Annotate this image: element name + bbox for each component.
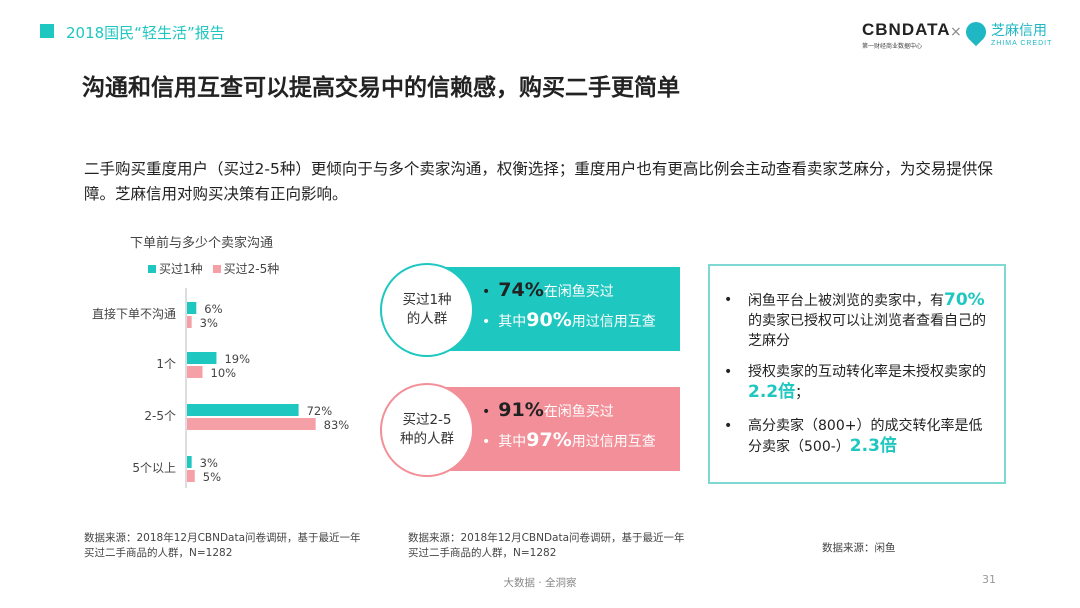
insight-1-text-a: 闲鱼平台上被浏览的卖家中，有 bbox=[748, 293, 944, 309]
chart-legend: 买过1种 买过2-5种 bbox=[148, 260, 279, 277]
card-one-stat-2-text: 用过信用互查 bbox=[571, 314, 656, 330]
insight-2-text-a: 授权卖家的互动转化率是未授权卖家的 bbox=[748, 364, 986, 380]
bar-series-1 bbox=[187, 302, 197, 314]
bar-series-1 bbox=[187, 456, 192, 468]
bar-series-1 bbox=[187, 404, 299, 416]
data-label: 3% bbox=[200, 456, 218, 470]
card-one-stat-1-text: 在闲鱼买过 bbox=[543, 284, 614, 300]
category-label: 2-5个 bbox=[144, 409, 176, 423]
source-note-right: 数据来源：闲鱼 bbox=[822, 542, 896, 554]
insight-box: • 闲鱼平台上被浏览的卖家中，有70%的卖家已授权可以让浏览者查看自己的芝麻分 … bbox=[708, 264, 1006, 484]
legend-label-series-1: 买过1种 bbox=[159, 262, 203, 276]
card-multi-type-buyers: 买过2-5种的人群 • 91% 在闲鱼买过 • 其中 97% 用过信用互查 bbox=[380, 383, 680, 477]
header-accent-square bbox=[40, 24, 54, 38]
source-note-left: 数据来源：2018年12月CBNData问卷调研，基于最近一年买过二手商品的人群… bbox=[84, 532, 361, 559]
card-two-stat-1-text: 在闲鱼买过 bbox=[543, 404, 614, 420]
insight-item-1: • 闲鱼平台上被浏览的卖家中，有70% 的卖家已授权可以让浏览者查看自己的芝麻分 bbox=[724, 290, 994, 351]
bullet-icon: • bbox=[482, 434, 491, 450]
bar-series-1 bbox=[187, 352, 217, 364]
bullet-icon: • bbox=[482, 314, 491, 330]
legend-swatch-series-2 bbox=[212, 264, 221, 273]
card-two-stat-2-prefix: 其中 bbox=[498, 434, 527, 450]
data-label: 83% bbox=[324, 418, 350, 432]
page-number: 31 bbox=[982, 573, 996, 586]
card-one-stat-2-prefix: 其中 bbox=[498, 314, 527, 330]
bar-series-2 bbox=[187, 316, 192, 328]
category-label: 1个 bbox=[156, 357, 176, 371]
insight-1-text-b: 的卖家已授权可以让浏览者查看自己的芝麻分 bbox=[748, 313, 986, 349]
card-one-group-text: 买过1种的人群 bbox=[402, 292, 452, 327]
legend-item-series-1: 买过1种 bbox=[148, 260, 203, 277]
card-two-group-label: 买过2-5种的人群 bbox=[380, 383, 474, 477]
data-label: 3% bbox=[200, 316, 218, 330]
card-one-stat-1: 74% bbox=[498, 279, 544, 301]
report-title: 2018国民“轻生活”报告 bbox=[66, 24, 225, 42]
zhima-logo-subtext: ZHIMA CREDIT bbox=[991, 40, 1053, 47]
category-label: 5个以上 bbox=[132, 461, 176, 475]
legend-swatch-series-1 bbox=[148, 264, 156, 273]
bullet-icon: • bbox=[724, 418, 733, 434]
page-title: 沟通和信用互查可以提高交易中的信赖感，购买二手更简单 bbox=[82, 75, 680, 101]
insight-item-2: • 授权卖家的互动转化率是未授权卖家的 2.2倍； bbox=[724, 362, 994, 403]
insight-1-highlight: 70% bbox=[944, 290, 985, 310]
insight-3-text-a: 高分卖家（800+）的成交转化率是低分卖家（500-） bbox=[748, 418, 983, 455]
data-label: 5% bbox=[203, 470, 221, 484]
card-two-group-text: 买过2-5种的人群 bbox=[400, 412, 454, 447]
insight-2-highlight: 2.2倍 bbox=[748, 382, 796, 402]
data-label: 6% bbox=[204, 302, 222, 316]
bullet-icon: • bbox=[482, 404, 491, 420]
category-label: 直接下单不沟通 bbox=[92, 306, 176, 321]
card-two-line-1: • 91% 在闲鱼买过 bbox=[482, 399, 656, 429]
card-two-stat-2-text: 用过信用互查 bbox=[571, 434, 656, 450]
legend-label-series-2: 买过2-5种 bbox=[223, 262, 280, 276]
zhima-logo-text: 芝麻信用 bbox=[991, 22, 1047, 38]
bar-chart-svg: 直接下单不沟通 6%3%1个 19%10%2-5个 72%83%5个以上 3%5% bbox=[92, 288, 350, 488]
card-two-stat-2: 97% bbox=[526, 429, 572, 451]
logo-separator: × bbox=[950, 24, 962, 40]
footer-slogan: 大数据 · 全洞察 bbox=[503, 577, 577, 589]
bullet-icon: • bbox=[482, 284, 491, 300]
bar-series-2 bbox=[187, 470, 195, 482]
bar-series-2 bbox=[187, 418, 316, 430]
insight-3-highlight: 2.3倍 bbox=[849, 436, 897, 456]
cbndata-logo-subtext: 第一财经商业数据中心 bbox=[862, 44, 923, 50]
card-one-line-2: • 其中 90% 用过信用互查 bbox=[482, 309, 656, 339]
page-description: 二手购买重度用户（买过2-5种）更倾向于与多个卖家沟通，权衡选择；重度用户也有更… bbox=[84, 160, 993, 203]
card-one-type-buyers: 买过1种的人群 • 74% 在闲鱼买过 • 其中 90% 用过信用互查 bbox=[380, 263, 680, 357]
cbndata-logo-text: CBNDATA bbox=[862, 20, 951, 39]
bar-series-2 bbox=[187, 366, 203, 378]
cbndata-logo: CBNDATA 第一财经商业数据中心 bbox=[862, 20, 954, 50]
card-one-group-label: 买过1种的人群 bbox=[380, 263, 474, 357]
data-label: 19% bbox=[224, 352, 250, 366]
legend-item-series-2: 买过2-5种 bbox=[212, 260, 280, 277]
insight-item-3: • 高分卖家（800+）的成交转化率是低分卖家（500-）2.3倍 bbox=[724, 416, 994, 457]
chart-title: 下单前与多少个卖家沟通 bbox=[130, 236, 274, 251]
card-one-line-1: • 74% 在闲鱼买过 bbox=[482, 279, 656, 309]
card-two-line-2: • 其中 97% 用过信用互查 bbox=[482, 429, 656, 459]
insight-2-text-b: ； bbox=[795, 385, 810, 401]
zhima-drop-icon bbox=[961, 17, 991, 47]
card-one-stat-2: 90% bbox=[526, 309, 572, 331]
bullet-icon: • bbox=[724, 364, 733, 380]
source-note-middle: 数据来源：2018年12月CBNData问卷调研，基于最近一年买过二手商品的人群… bbox=[408, 532, 685, 559]
data-label: 72% bbox=[307, 404, 333, 418]
card-two-stat-1: 91% bbox=[498, 399, 544, 421]
bullet-icon: • bbox=[724, 292, 733, 308]
data-label: 10% bbox=[211, 366, 237, 380]
seller-contact-chart: 下单前与多少个卖家沟通 买过1种 买过2-5种 直接下单不沟通 6% 3% 1个 19%… bbox=[78, 228, 378, 503]
